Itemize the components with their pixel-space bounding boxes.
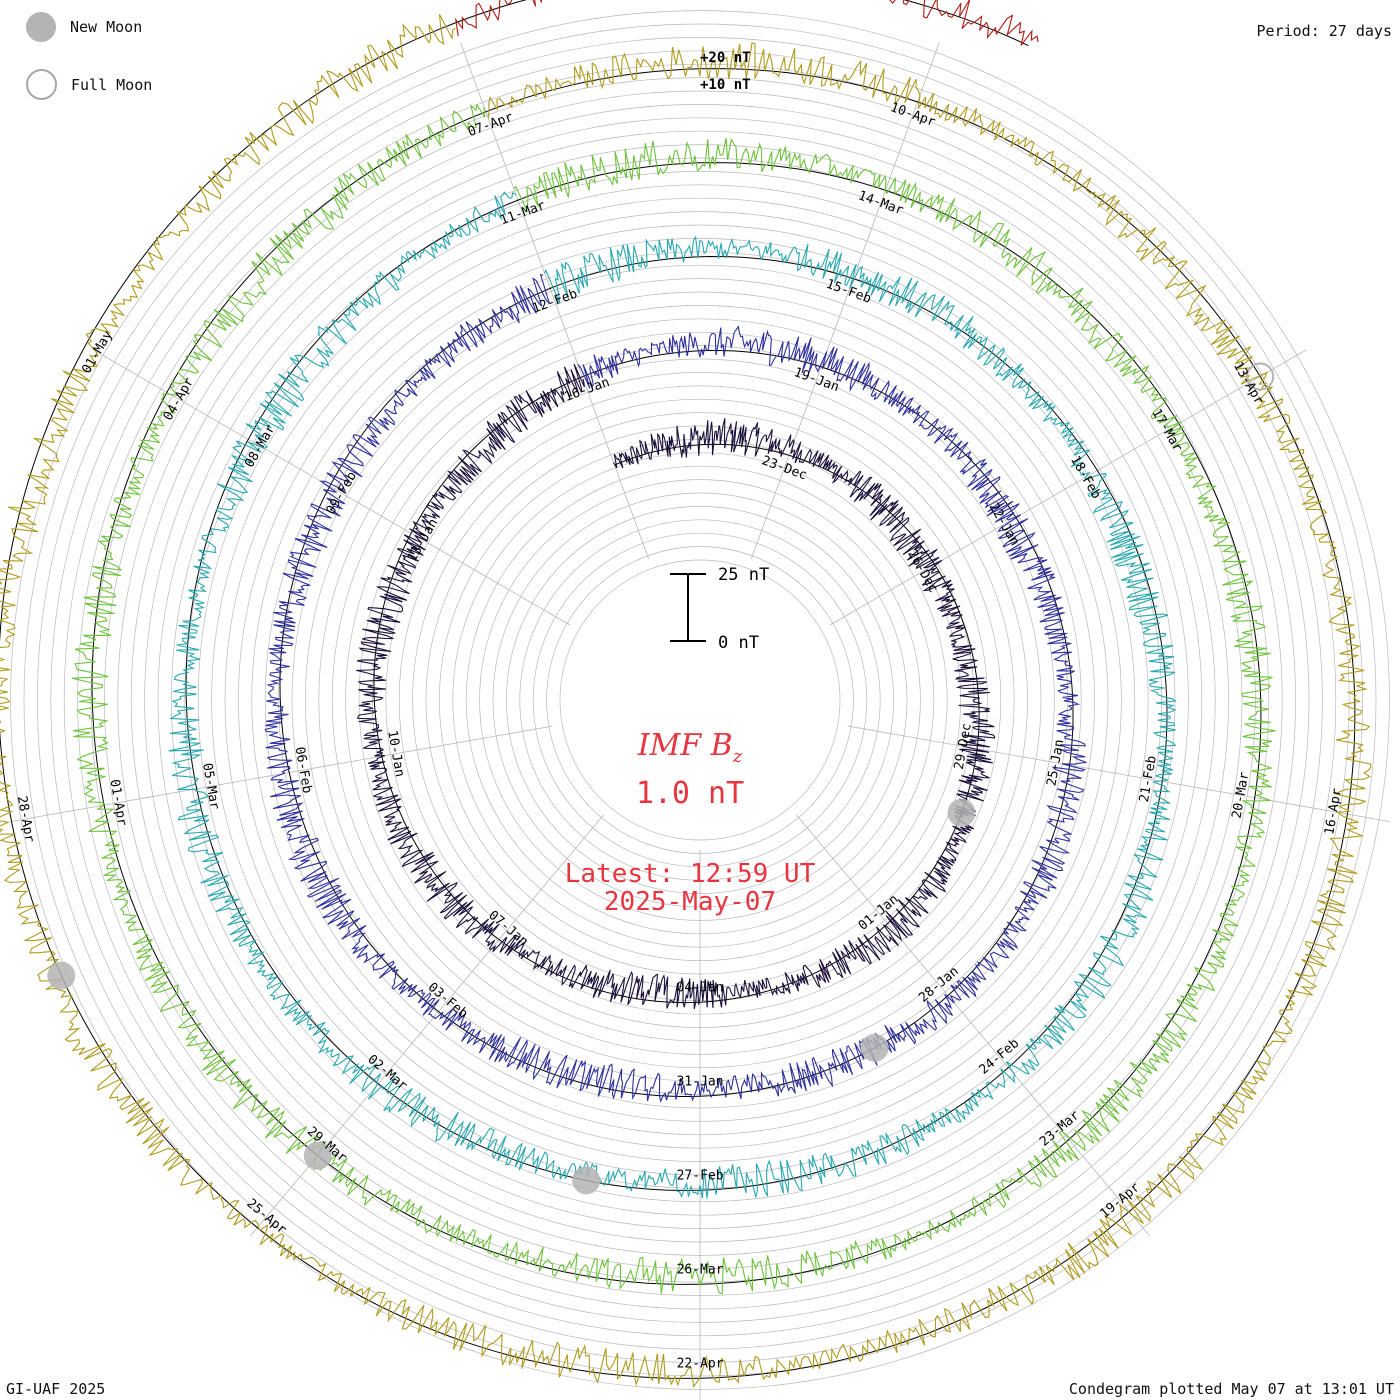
date-label: 25-Jan (1044, 738, 1067, 787)
footer-plot-time: Condegram plotted May 07 at 13:01 UT (1068, 1380, 1394, 1398)
full-moon-label: Full Moon (71, 75, 153, 94)
new-moon-icon (26, 12, 56, 42)
grid-label-plus10: +10 nT (700, 77, 751, 93)
new-moon-marker (303, 1141, 332, 1170)
bz-trace-revolution-4 (71, 103, 1276, 1295)
new-moon-marker (860, 1033, 889, 1062)
date-label: 23-Dec (760, 453, 809, 483)
date-label: 18-Feb (1067, 453, 1104, 501)
date-label: 06-Feb (292, 746, 315, 795)
bz-traces (0, 0, 1372, 1388)
grid-ring (532, 532, 868, 868)
date-spoke (847, 725, 1390, 822)
parameter-subscript: z (732, 746, 743, 767)
date-label: 14-Mar (856, 188, 905, 218)
date-label: 31-Jan (677, 1075, 724, 1090)
grid-label-plus20: +20 nT (700, 50, 751, 66)
bz-trace-revolution-1 (356, 363, 996, 1010)
grid-ring (492, 492, 908, 908)
moon-markers (47, 362, 1275, 1195)
date-label: 27-Feb (677, 1169, 724, 1184)
bz-trace-revolution-3 (168, 191, 1177, 1199)
new-moon-marker (47, 961, 76, 990)
legend-full-moon: Full Moon (26, 69, 152, 100)
grid-ring (559, 559, 841, 841)
period-label: Period: 27 days (1256, 22, 1392, 40)
footer-credit: GI-UAF 2025 (6, 1380, 106, 1398)
scale-bar-top-label: 25 nT (718, 565, 769, 585)
date-label: 04-Jan (677, 981, 724, 996)
date-label: 22-Apr (677, 1357, 724, 1372)
date-label: 28-Jan (916, 964, 962, 1006)
bz-trace-revolution-2 (264, 273, 1087, 1103)
scale-bar-bottom-label: 0 nT (718, 633, 759, 653)
current-value: 1.0 nT (635, 776, 745, 811)
full-moon-marker (1246, 362, 1275, 391)
date-label: 01-Apr (106, 778, 129, 827)
date-label: 10-Apr (888, 100, 937, 130)
date-label: 24-Feb (977, 1036, 1023, 1078)
date-label: 17-Mar (1148, 406, 1185, 454)
new-moon-marker (947, 798, 976, 827)
new-moon-marker (572, 1166, 601, 1195)
bz-trace-revolution-5 (0, 14, 1372, 1388)
full-moon-icon (26, 69, 57, 100)
date-label: 29-Dec (952, 722, 975, 771)
date-label: 19-Jan (792, 365, 841, 395)
date-spoke (750, 42, 940, 560)
parameter-title: IMF Bz (490, 728, 890, 767)
parameter-label: IMF B (637, 728, 733, 763)
date-label: 26-Dec (904, 547, 940, 595)
latest-date: 2025-May-07 (603, 887, 777, 917)
latest-time: Latest: 12:59 UT (564, 859, 816, 889)
date-label: 26-Mar (677, 1263, 724, 1278)
bz-trace-revolution-6 (454, 0, 1039, 46)
scale-bar: 25 nT 0 nT (670, 565, 769, 653)
date-spokes (10, 42, 1390, 1400)
date-spoke (460, 42, 650, 560)
new-moon-label: New Moon (70, 18, 143, 36)
date-spoke (829, 349, 1307, 626)
date-label: 28-Apr (14, 795, 37, 844)
date-spoke (93, 349, 571, 626)
date-label: 10-Jan (384, 729, 407, 778)
legend-new-moon: New Moon (26, 12, 142, 42)
date-spoke (796, 814, 1151, 1237)
date-label: 05-Mar (199, 762, 222, 811)
grid-ring (506, 506, 894, 894)
